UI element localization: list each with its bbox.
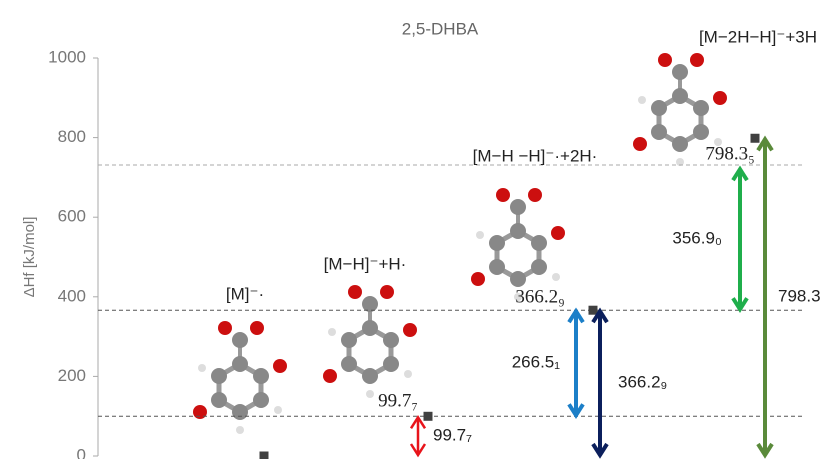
point-label: 798.3₅ bbox=[705, 143, 754, 164]
molecule bbox=[193, 321, 287, 434]
level-point bbox=[424, 412, 433, 421]
arrow-label: 798.3 bbox=[778, 287, 821, 306]
chart-title: 2,5-DHBA bbox=[402, 19, 479, 38]
category-label: [M−H]⁻+H· bbox=[324, 254, 407, 273]
y-tick-label: 800 bbox=[58, 127, 86, 146]
y-tick-label: 400 bbox=[58, 286, 86, 305]
arrow-label: 266.5₁ bbox=[512, 353, 561, 372]
arrow-label: 366.2₉ bbox=[618, 373, 667, 392]
chart: 2,5-DHBA ΔHf [kJ/mol] 0 200 400 600 800 1000 [… bbox=[0, 0, 826, 459]
level-point bbox=[589, 306, 598, 315]
point-label: 99.7₇ bbox=[378, 390, 418, 411]
y-tick-label: 0 bbox=[77, 445, 86, 459]
category-label: [M−H −H]⁻·+2H· bbox=[473, 146, 598, 165]
molecule bbox=[471, 188, 565, 301]
category-label: [M]⁻· bbox=[226, 284, 264, 303]
y-axis-label: ΔHf [kJ/mol] bbox=[21, 217, 38, 298]
y-tick-label: 600 bbox=[58, 207, 86, 226]
y-tick-label: 1000 bbox=[48, 47, 86, 66]
level-point bbox=[260, 452, 269, 460]
point-label: 366.2₉ bbox=[515, 286, 564, 307]
level-point bbox=[751, 134, 760, 143]
molecule bbox=[323, 285, 417, 398]
y-tick-label: 200 bbox=[58, 366, 86, 385]
arrow-label: 356.9₀ bbox=[672, 229, 722, 248]
category-label: [M−2H−H]⁻+3H bbox=[699, 27, 817, 46]
arrow-label: 99.7₇ bbox=[433, 426, 472, 445]
